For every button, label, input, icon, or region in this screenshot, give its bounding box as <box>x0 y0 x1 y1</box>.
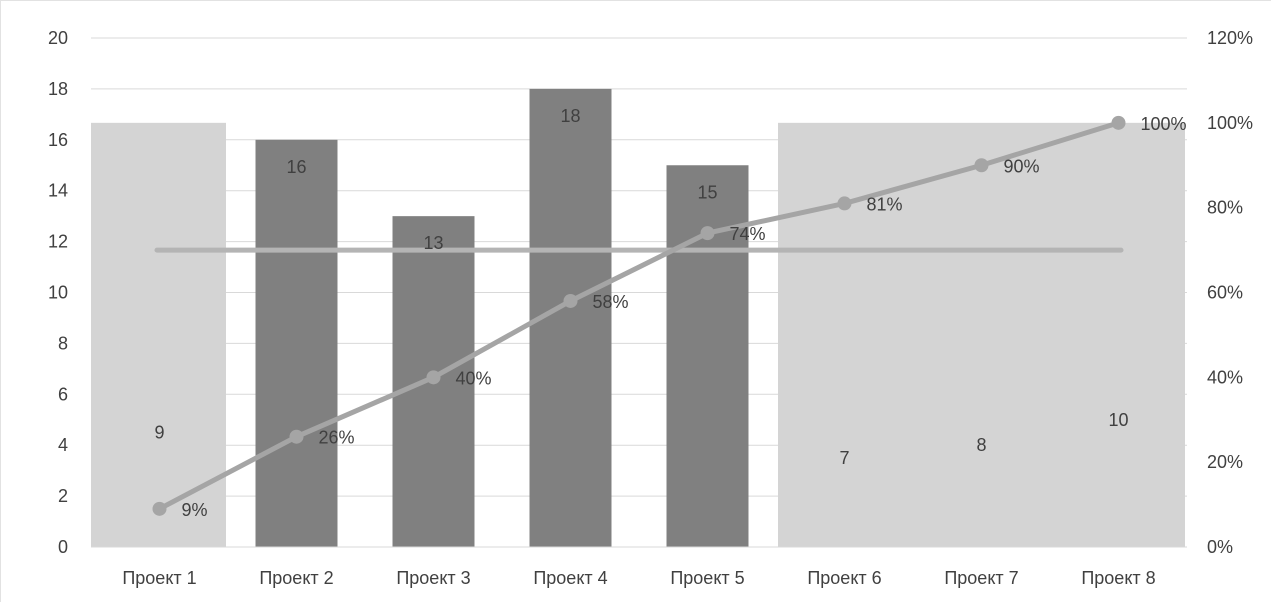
y-right-tick-label: 80% <box>1207 198 1243 218</box>
y-left-tick-label: 0 <box>58 537 68 557</box>
bar-value-label: 15 <box>697 182 717 202</box>
bar-value-label: 9 <box>154 422 164 442</box>
x-tick-label: Проект 4 <box>533 568 607 588</box>
bar-value-label: 8 <box>976 435 986 455</box>
y-right-tick-label: 20% <box>1207 452 1243 472</box>
highlight-band <box>91 122 226 547</box>
y-right-tick-label: 60% <box>1207 283 1243 303</box>
bar-value-label: 7 <box>839 448 849 468</box>
line-point <box>700 226 715 241</box>
line-point <box>152 501 167 516</box>
x-tick-label: Проект 8 <box>1081 568 1155 588</box>
line-point <box>563 293 578 308</box>
y-right-tick-label: 40% <box>1207 367 1243 387</box>
y-left-tick-label: 6 <box>58 384 68 404</box>
x-axis: Проект 1 Проект 2 Проект 3 Проект 4 Проект 5… <box>91 546 1187 588</box>
x-tick-label: Проект 2 <box>259 568 333 588</box>
y-right-tick-label: 120% <box>1207 28 1253 48</box>
y-left-tick-label: 4 <box>58 435 68 455</box>
x-tick-label: Проект 6 <box>807 568 881 588</box>
line-point <box>1111 115 1126 130</box>
cumulative-line-series <box>152 115 1126 516</box>
bar <box>255 139 338 548</box>
y-left-tick-label: 10 <box>48 283 68 303</box>
y-left-tick-label: 12 <box>48 232 68 252</box>
x-tick-label: Проект 1 <box>122 568 196 588</box>
line-point <box>426 370 441 385</box>
cumulative-line <box>157 120 1121 512</box>
x-tick-label: Проект 7 <box>944 568 1018 588</box>
y-axis-right: 0% 20% 40% 60% 80% 100% 120% <box>1207 28 1253 557</box>
x-tick-label: Проект 5 <box>670 568 744 588</box>
line-point <box>974 158 989 173</box>
line-value-label: 9% <box>182 500 208 520</box>
line-value-label: 100% <box>1141 114 1187 134</box>
bar <box>666 165 749 547</box>
line-value-label: 26% <box>319 428 355 448</box>
line-value-label: 74% <box>730 224 766 244</box>
line-point <box>289 429 304 444</box>
y-left-tick-label: 8 <box>58 333 68 353</box>
x-tick-label: Проект 3 <box>396 568 470 588</box>
y-left-tick-label: 16 <box>48 130 68 150</box>
y-right-tick-label: 0% <box>1207 537 1233 557</box>
y-right-tick-label: 100% <box>1207 113 1253 133</box>
line-value-label: 81% <box>867 194 903 214</box>
bar-value-label: 18 <box>560 106 580 126</box>
y-left-tick-label: 18 <box>48 79 68 99</box>
data-labels: 9 16 13 18 15 7 8 10 9% 26% 40% 58% 74% 81% 90% 100% <box>154 106 1186 520</box>
line-value-label: 40% <box>456 368 492 388</box>
line-point <box>837 196 852 211</box>
line-value-label: 58% <box>593 292 629 312</box>
line-value-label: 90% <box>1004 156 1040 176</box>
y-left-tick-label: 14 <box>48 181 68 201</box>
y-left-tick-label: 2 <box>58 486 68 506</box>
highlight-band <box>778 122 1185 547</box>
highlight-bands <box>91 122 1185 547</box>
y-axis-left: 0 2 4 6 8 10 12 14 16 18 20 <box>48 28 68 557</box>
bar-value-label: 10 <box>1108 410 1128 430</box>
y-left-tick-label: 20 <box>48 28 68 48</box>
bar-series <box>255 88 749 548</box>
bar-value-label: 16 <box>286 157 306 177</box>
bar-value-label: 13 <box>423 233 443 253</box>
